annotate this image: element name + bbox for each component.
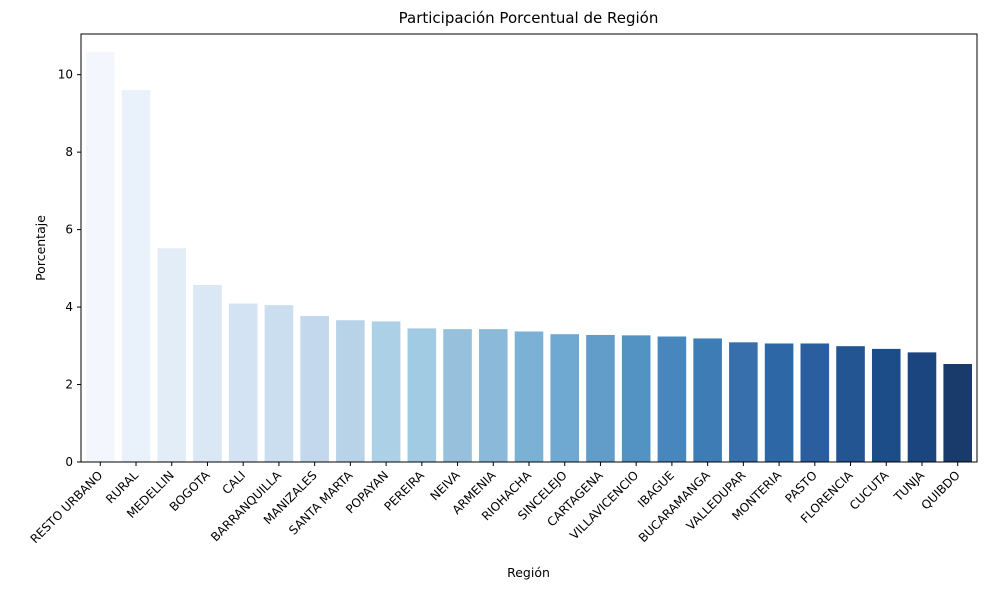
bar — [657, 336, 687, 462]
bar — [550, 334, 580, 462]
x-axis-label: Región — [507, 565, 550, 580]
x-tick-label: PEREIRA — [381, 468, 427, 514]
bar — [514, 331, 544, 462]
y-tick-label: 8 — [65, 145, 73, 159]
bar — [121, 90, 151, 462]
plot-frame — [80, 33, 978, 463]
bar — [86, 52, 115, 462]
bar — [586, 334, 615, 462]
x-tick-label: BOGOTA — [167, 468, 213, 514]
bar — [871, 348, 901, 462]
bar — [836, 346, 865, 462]
x-tick-label: CALI — [219, 468, 248, 497]
y-axis-label: Porcentaje — [33, 215, 48, 281]
x-tick-label: CUCUTA — [847, 468, 892, 513]
x-tick-label: QUIBDO — [919, 468, 963, 512]
y-axis-ticks: 0 2 4 6 8 10 — [58, 68, 81, 469]
bar — [228, 303, 258, 462]
bar — [478, 329, 508, 462]
bar — [764, 343, 794, 462]
bars — [86, 52, 972, 462]
bar — [693, 338, 722, 462]
y-tick-label: 4 — [65, 300, 73, 314]
y-tick-label: 0 — [65, 455, 73, 469]
y-tick-label: 10 — [58, 68, 73, 82]
bar — [621, 335, 651, 462]
bar — [300, 315, 329, 462]
bar — [729, 342, 758, 462]
bar — [336, 320, 365, 462]
y-tick-label: 2 — [65, 378, 73, 392]
bar — [443, 329, 472, 462]
bar — [371, 321, 401, 462]
bar — [407, 328, 437, 462]
bar — [157, 248, 187, 462]
bar — [907, 352, 937, 462]
bar — [264, 305, 294, 462]
y-tick-label: 6 — [65, 223, 73, 237]
chart-title: Participación Porcentual de Región — [399, 9, 659, 27]
bar — [800, 343, 830, 462]
x-tick-label: RESTO URBANO — [28, 468, 106, 546]
bar — [943, 364, 972, 462]
bar — [193, 284, 222, 462]
